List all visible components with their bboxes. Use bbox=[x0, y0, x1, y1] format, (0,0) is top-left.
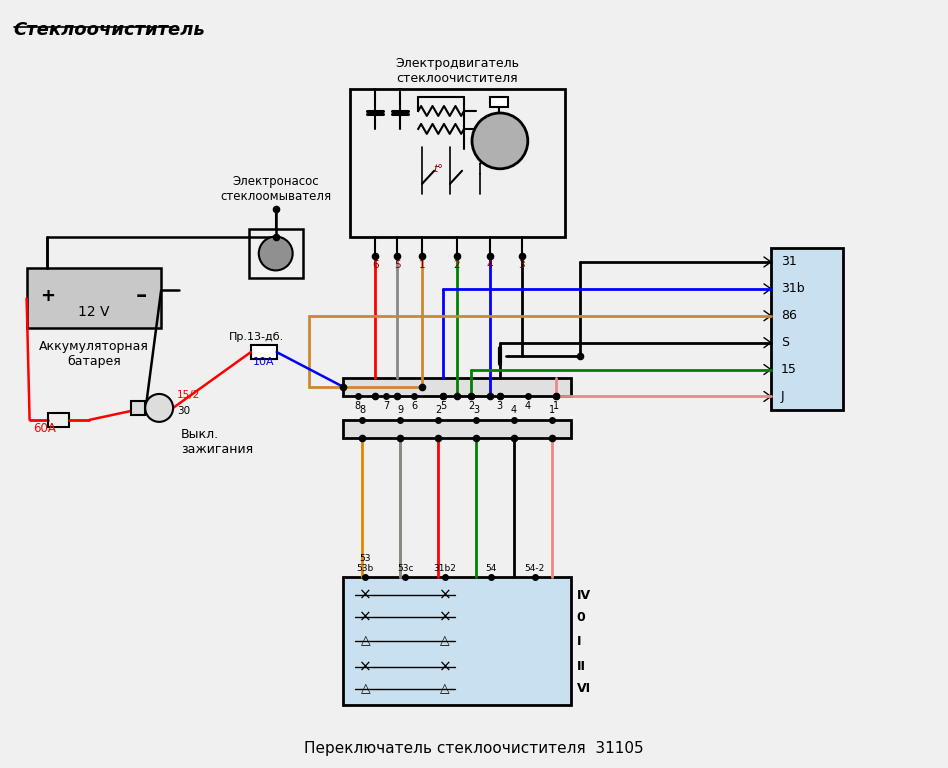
Bar bbox=[131, 401, 145, 415]
Text: 4: 4 bbox=[486, 260, 493, 270]
Text: 0: 0 bbox=[576, 611, 585, 624]
Text: Пр.13-дб.: Пр.13-дб. bbox=[228, 332, 284, 343]
Text: 1: 1 bbox=[419, 260, 426, 270]
Text: 1: 1 bbox=[549, 405, 555, 415]
Text: 4: 4 bbox=[511, 405, 517, 415]
Bar bbox=[343, 378, 571, 396]
Text: 8: 8 bbox=[355, 401, 361, 411]
Text: 10А: 10А bbox=[253, 357, 275, 367]
Bar bbox=[771, 249, 843, 410]
Text: ×: × bbox=[439, 588, 451, 603]
Text: –: – bbox=[136, 286, 147, 306]
Bar bbox=[343, 420, 571, 438]
Text: 2: 2 bbox=[468, 401, 474, 411]
Circle shape bbox=[259, 237, 293, 270]
Text: J: J bbox=[781, 390, 785, 403]
Text: 5: 5 bbox=[394, 260, 401, 270]
Text: 7: 7 bbox=[383, 401, 390, 411]
Text: II: II bbox=[576, 660, 586, 674]
Text: +: + bbox=[41, 287, 56, 306]
Text: △: △ bbox=[360, 683, 371, 695]
Text: △: △ bbox=[360, 634, 371, 647]
Text: ×: × bbox=[439, 610, 451, 624]
Text: 54: 54 bbox=[485, 564, 497, 574]
Text: 3: 3 bbox=[473, 405, 479, 415]
Bar bbox=[27, 269, 161, 328]
Bar bbox=[490, 97, 508, 107]
Text: IV: IV bbox=[576, 589, 591, 602]
Text: 53
53b: 53 53b bbox=[356, 554, 374, 574]
Bar bbox=[343, 578, 571, 705]
Bar bbox=[251, 345, 277, 359]
Text: 12 V: 12 V bbox=[78, 305, 110, 319]
Text: △: △ bbox=[440, 634, 450, 647]
Text: 3: 3 bbox=[497, 401, 502, 411]
Text: 8: 8 bbox=[359, 405, 366, 415]
Text: Электродвигатель
стеклоочистителя: Электродвигатель стеклоочистителя bbox=[395, 57, 520, 85]
Text: 31: 31 bbox=[781, 256, 796, 269]
Text: VI: VI bbox=[576, 683, 591, 695]
Text: t°: t° bbox=[433, 164, 443, 174]
Bar bbox=[47, 413, 69, 427]
Circle shape bbox=[472, 113, 528, 169]
Text: 4: 4 bbox=[525, 401, 531, 411]
Text: Электронасос
стеклоомывателя: Электронасос стеклоомывателя bbox=[220, 174, 331, 203]
Text: 2: 2 bbox=[454, 260, 461, 270]
Text: 30: 30 bbox=[177, 406, 191, 416]
Text: 15: 15 bbox=[781, 363, 796, 376]
Text: I: I bbox=[576, 634, 581, 647]
Text: 86: 86 bbox=[781, 310, 796, 323]
Text: 5: 5 bbox=[440, 401, 446, 411]
Text: ×: × bbox=[439, 660, 451, 674]
Text: 6: 6 bbox=[372, 260, 378, 270]
Text: 2: 2 bbox=[435, 405, 441, 415]
Bar bbox=[248, 229, 302, 278]
Circle shape bbox=[145, 394, 173, 422]
Bar bbox=[351, 89, 565, 237]
Text: ×: × bbox=[359, 610, 372, 624]
Text: ×: × bbox=[359, 588, 372, 603]
Text: 60А: 60А bbox=[33, 422, 57, 435]
Text: △: △ bbox=[440, 683, 450, 695]
Text: 9: 9 bbox=[397, 405, 403, 415]
Text: 3: 3 bbox=[519, 260, 525, 270]
Text: 6: 6 bbox=[411, 401, 417, 411]
Text: 31b2: 31b2 bbox=[433, 564, 457, 574]
Text: 15/2: 15/2 bbox=[177, 390, 200, 400]
Text: 1: 1 bbox=[554, 401, 559, 411]
Text: S: S bbox=[781, 336, 789, 349]
Text: 54-2: 54-2 bbox=[524, 564, 545, 574]
Text: ×: × bbox=[359, 660, 372, 674]
Text: Выкл.
зажигания: Выкл. зажигания bbox=[181, 428, 253, 456]
Text: Стеклоочиститель: Стеклоочиститель bbox=[13, 22, 206, 39]
Text: 31b: 31b bbox=[781, 283, 805, 296]
Text: 53c: 53c bbox=[397, 564, 413, 574]
Text: Аккумуляторная
батарея: Аккумуляторная батарея bbox=[39, 340, 149, 368]
Text: Переключатель стеклоочистителя  31105: Переключатель стеклоочистителя 31105 bbox=[304, 740, 644, 756]
